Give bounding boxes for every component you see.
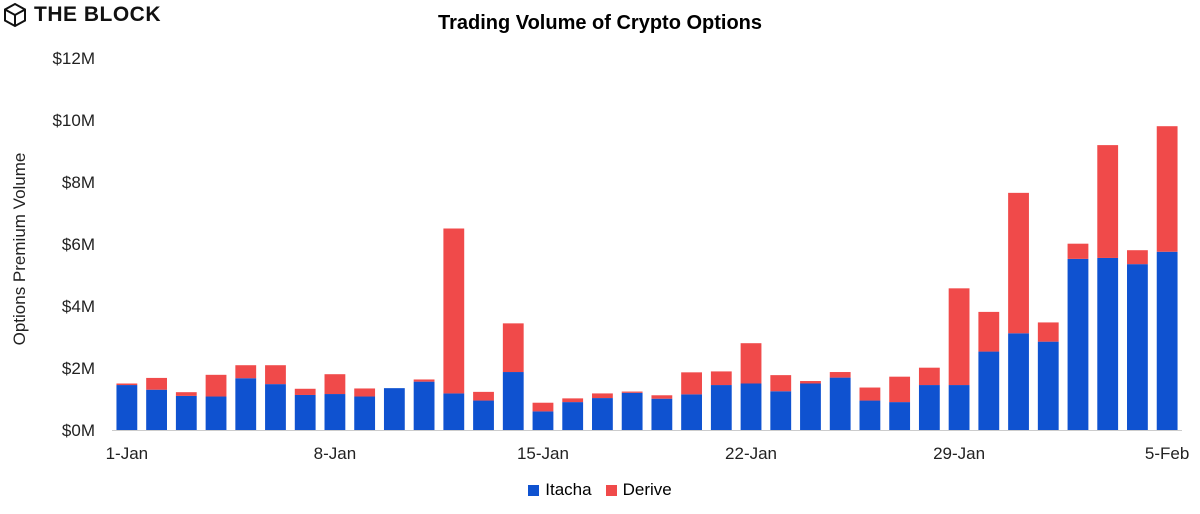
bar-derive-6 [294,388,316,395]
bar-derive-14 [532,402,554,412]
bar-itacha-3 [205,396,227,430]
bar-itacha-31 [1037,341,1059,430]
x-tick-label: 22-Jan [725,444,777,463]
bar-derive-16 [592,393,613,399]
bar-itacha-17 [621,392,643,430]
bar-itacha-30 [1008,333,1029,430]
bar-derive-26 [889,376,911,403]
bar-itacha-15 [562,402,584,430]
bar-itacha-6 [294,394,316,430]
bar-itacha-19 [681,394,702,430]
x-tick-label: 29-Jan [933,444,985,463]
bar-derive-21 [740,343,762,384]
bar-derive-11 [443,228,465,394]
bar-itacha-0 [116,385,138,430]
bar-derive-13 [502,323,524,373]
bar-itacha-12 [473,400,494,430]
bar-itacha-9 [383,388,405,430]
brand: THE BLOCK [2,2,161,28]
bar-itacha-23 [800,383,821,430]
bar-itacha-2 [175,395,197,430]
bar-derive-30 [1008,192,1029,334]
bar-itacha-34 [1127,264,1148,430]
x-tick-label: 15-Jan [517,444,569,463]
bar-derive-25 [859,387,881,401]
bar-itacha-11 [443,393,465,430]
bar-derive-2 [175,392,197,396]
bar-derive-1 [146,377,167,390]
legend-item-itacha: Itacha [528,480,592,500]
bar-derive-18 [651,395,673,399]
bar-itacha-25 [859,400,881,430]
cube-logo-icon [4,2,26,28]
chart-title: Trading Volume of Crypto Options [437,12,763,34]
y-tick-label: $12M [52,49,95,68]
bar-itacha-29 [978,351,1000,430]
bar-itacha-26 [889,402,911,430]
bar-itacha-24 [829,377,851,430]
legend: Itacha Derive [0,480,1200,500]
bar-itacha-32 [1067,258,1089,430]
bar-derive-32 [1067,243,1089,259]
bar-derive-27 [918,367,940,386]
bar-derive-10 [413,379,435,382]
y-tick-label: $4M [62,297,95,316]
bar-derive-24 [829,372,851,378]
bar-derive-33 [1097,145,1119,258]
bar-itacha-21 [740,383,762,430]
y-tick-label: $6M [62,235,95,254]
bar-derive-5 [265,365,286,385]
x-tick-label: 5-Feb [1145,444,1189,463]
bar-derive-19 [681,372,702,395]
brand-name: THE BLOCK [34,3,161,26]
y-tick-label: $0M [62,421,95,440]
legend-swatch-itacha [528,484,540,496]
legend-label-derive: Derive [622,480,672,499]
bar-itacha-18 [651,398,673,430]
bar-itacha-5 [265,384,286,430]
legend-item-derive: Derive [605,480,672,500]
bar-itacha-8 [354,396,376,430]
y-axis-label: Options Premium Volume [10,153,29,346]
legend-label-itacha: Itacha [545,480,592,499]
bar-derive-0 [116,383,138,386]
bar-derive-15 [562,398,584,403]
legend-swatch-derive [605,484,617,496]
bar-derive-12 [473,391,494,401]
bar-derive-35 [1156,126,1178,252]
bar-derive-7 [324,374,346,395]
bar-itacha-22 [770,391,792,430]
bar-derive-3 [205,374,227,397]
bar-itacha-7 [324,394,346,430]
bar-derive-4 [235,365,257,379]
bar-derive-22 [770,375,792,392]
bar-derive-29 [978,311,1000,352]
bar-derive-17 [621,391,643,393]
x-tick-label: 1-Jan [106,444,149,463]
bar-itacha-16 [592,398,613,430]
bar-itacha-10 [413,381,435,430]
bar-itacha-27 [918,385,940,430]
y-tick-label: $2M [62,359,95,378]
bar-itacha-33 [1097,257,1119,430]
bar-itacha-13 [502,372,524,430]
y-tick-label: $8M [62,173,95,192]
bar-itacha-4 [235,378,257,430]
bar-itacha-14 [532,411,554,430]
bar-itacha-35 [1156,251,1178,430]
bar-derive-28 [948,288,970,386]
bar-itacha-28 [948,385,970,430]
x-tick-label: 8-Jan [314,444,357,463]
bar-derive-23 [800,381,821,384]
bar-itacha-1 [146,389,167,430]
y-tick-label: $10M [52,111,95,130]
bar-itacha-20 [710,385,732,430]
bar-derive-8 [354,388,376,397]
bar-derive-34 [1127,250,1148,265]
bar-derive-31 [1037,322,1059,342]
bar-derive-20 [710,371,732,386]
